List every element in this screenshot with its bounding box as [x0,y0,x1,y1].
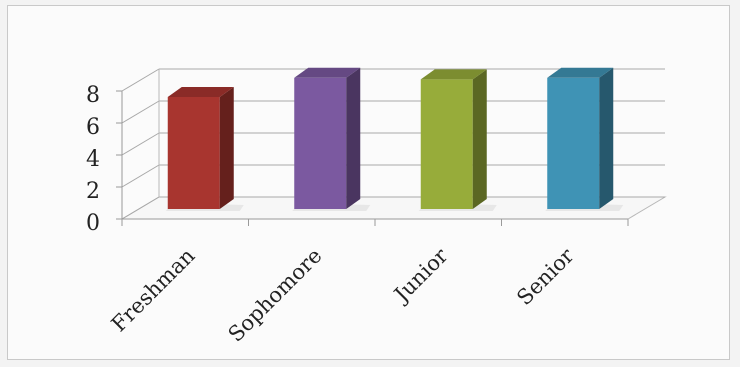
bars [165,67,624,211]
bar [418,69,497,211]
bar-side [599,67,614,209]
bar [545,67,624,211]
x-category-label: Freshman [107,244,200,337]
bar-top [294,67,361,78]
bar-front [547,77,600,209]
x-category-label: Junior [388,243,453,308]
bar-front [167,97,220,209]
bar-top [547,67,614,78]
bar-top [420,69,487,80]
gridline-side [121,68,160,92]
x-category-label: Senior [512,243,579,310]
y-tick-label: 6 [86,115,100,140]
y-tick-label: 0 [86,211,100,236]
x-category-labels: Freshman Sophomore Junior Senior [107,243,580,347]
y-tick-label: 4 [86,147,100,172]
y-tick-labels: 0 2 4 6 8 [86,83,100,236]
bar-top [167,87,234,97]
bar-front [420,79,473,210]
gridline-side [121,196,160,220]
gridline-side [121,132,160,156]
bar-side [346,67,361,209]
bar-side [472,69,487,210]
bar-front [294,77,347,209]
axes [116,69,629,226]
bar-side [219,87,234,209]
x-category-label: Sophomore [224,244,327,347]
y-tick-label: 8 [86,83,100,108]
y-tick-label: 2 [86,179,100,204]
gridline-side [121,100,160,124]
bar [292,67,371,211]
gridline-side [121,164,160,188]
bar [165,87,244,211]
